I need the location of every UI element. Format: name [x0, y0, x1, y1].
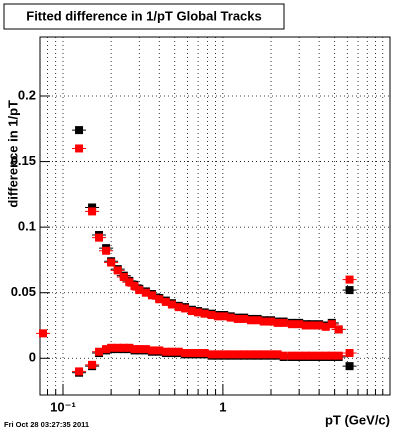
- point: [135, 286, 144, 295]
- plot-frame: [39, 36, 391, 396]
- point: [161, 297, 170, 306]
- point: [174, 303, 183, 312]
- point: [39, 329, 48, 338]
- point: [334, 325, 343, 334]
- y-tick-label: 0.2: [18, 87, 36, 102]
- point: [102, 246, 111, 255]
- point: [147, 346, 156, 355]
- point: [226, 313, 235, 322]
- point: [345, 286, 354, 295]
- point: [240, 314, 249, 323]
- point: [321, 322, 330, 331]
- point: [125, 343, 134, 352]
- point: [88, 360, 97, 369]
- point: [174, 347, 183, 356]
- point: [167, 300, 176, 309]
- point: [345, 349, 354, 358]
- point: [119, 272, 128, 281]
- point: [279, 351, 288, 360]
- point: [102, 345, 111, 354]
- footer: Fri Oct 28 03:27:35 2011: [4, 420, 89, 429]
- point: [155, 346, 164, 355]
- point: [200, 349, 209, 358]
- point: [75, 367, 84, 376]
- point: [226, 350, 235, 359]
- point: [327, 320, 336, 329]
- x-tick-label: 10⁻¹: [50, 399, 76, 414]
- point: [125, 278, 134, 287]
- y-tick-label: 0.15: [11, 153, 36, 168]
- point: [253, 316, 262, 325]
- x-axis-label: pT (GeV/c): [325, 412, 390, 427]
- point: [200, 309, 209, 318]
- point: [345, 362, 354, 371]
- point: [75, 144, 84, 153]
- x-tick-label: 1: [219, 399, 226, 414]
- y-axis-label: difference in 1/pT: [5, 100, 20, 208]
- point: [75, 126, 84, 135]
- point: [155, 295, 164, 304]
- y-tick-label: 0.05: [11, 284, 36, 299]
- y-tick-label: 0.1: [18, 219, 36, 234]
- point: [107, 258, 116, 267]
- point: [273, 350, 282, 359]
- point: [207, 311, 216, 320]
- y-tick-label: 0: [29, 350, 36, 365]
- point: [345, 275, 354, 284]
- point: [267, 317, 276, 326]
- point: [141, 345, 150, 354]
- point: [279, 318, 288, 327]
- point: [194, 308, 203, 317]
- point: [181, 304, 190, 313]
- point: [295, 320, 304, 329]
- point: [259, 350, 268, 359]
- point: [147, 291, 156, 300]
- point: [187, 307, 196, 316]
- point: [307, 351, 316, 360]
- point: [95, 233, 104, 242]
- point: [287, 320, 296, 329]
- point: [130, 282, 139, 291]
- point: [334, 351, 343, 360]
- title-box: [3, 3, 285, 30]
- point: [315, 321, 324, 330]
- point: [220, 312, 229, 321]
- point: [287, 351, 296, 360]
- point: [141, 288, 150, 297]
- point: [307, 321, 316, 330]
- point: [259, 317, 268, 326]
- point: [95, 347, 104, 356]
- point: [113, 266, 122, 275]
- chart-title: Fitted difference in 1/pT Global Tracks: [26, 8, 262, 23]
- point: [88, 207, 97, 216]
